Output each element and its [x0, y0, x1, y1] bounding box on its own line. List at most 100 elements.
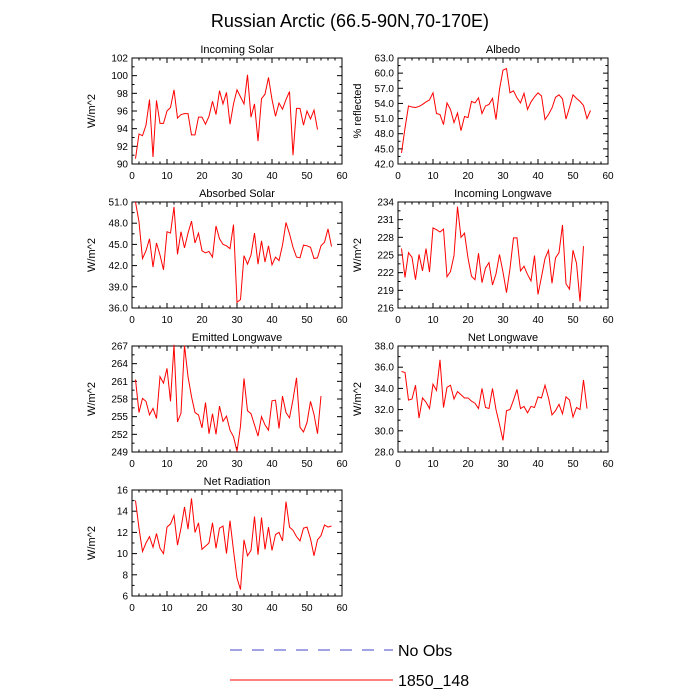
series-line-incoming-longwave [401, 206, 584, 302]
panel-title-net-longwave: Net Longwave [468, 332, 538, 344]
x-tick-label: 60 [336, 171, 348, 182]
x-tick-label: 60 [336, 603, 348, 614]
x-tick-label: 10 [161, 459, 173, 470]
y-tick-label: 225 [377, 251, 394, 262]
x-tick-label: 40 [266, 603, 278, 614]
panel-incoming-solar: Incoming Solar W/m^2 0 10 20 30 40 50 60 90 92 94 96… [86, 44, 348, 182]
y-tick-label: 51.0 [109, 198, 129, 209]
series-line-net-longwave [401, 359, 588, 441]
y-tick-label: 98 [117, 89, 129, 100]
x-tick-label: 0 [129, 603, 135, 614]
y-tick-label: 39.0 [109, 282, 129, 293]
x-tick-label: 40 [532, 459, 544, 470]
y-tick-label: 102 [111, 54, 128, 65]
y-tick-label: 28.0 [375, 448, 395, 459]
x-tick-label: 60 [602, 315, 614, 326]
x-tick-label: 60 [602, 459, 614, 470]
y-tick-label: 264 [111, 359, 128, 370]
x-tick-label: 0 [395, 315, 401, 326]
x-tick-label: 10 [161, 171, 173, 182]
x-tick-label: 30 [231, 315, 243, 326]
y-tick-label: 6 [122, 592, 128, 603]
panel-title-emitted-longwave: Emitted Longwave [192, 332, 283, 344]
x-tick-label: 50 [301, 603, 313, 614]
y-tick-label: 219 [377, 286, 394, 297]
x-tick-label: 10 [427, 315, 439, 326]
panel-title-incoming-longwave: Incoming Longwave [454, 188, 552, 200]
y-tick-label: 252 [111, 430, 128, 441]
x-tick-label: 20 [196, 315, 208, 326]
y-tick-label: 48.0 [375, 129, 395, 140]
x-tick-label: 40 [532, 315, 544, 326]
panel-frame [131, 57, 343, 165]
y-tick-label: 258 [111, 395, 128, 406]
y-tick-label: 57.0 [375, 84, 395, 95]
y-tick-label: 38.0 [375, 342, 395, 353]
y-tick-label: 63.0 [375, 54, 395, 65]
x-tick-label: 30 [231, 171, 243, 182]
figure-title: Russian Arctic (66.5-90N,70-170E) [211, 11, 489, 31]
x-tick-label: 30 [231, 459, 243, 470]
panel-absorbed-solar: Absorbed Solar W/m^2 0 10 20 30 40 50 60 36.0 39.0… [86, 188, 348, 326]
x-tick-label: 30 [231, 603, 243, 614]
x-tick-label: 10 [427, 459, 439, 470]
y-tick-label: 249 [111, 448, 128, 459]
x-tick-label: 10 [161, 603, 173, 614]
y-axis-label-net-radiation: W/m^2 [86, 526, 98, 560]
x-tick-label: 60 [336, 315, 348, 326]
x-tick-label: 50 [301, 315, 313, 326]
x-tick-label: 0 [395, 459, 401, 470]
x-tick-label: 0 [129, 315, 135, 326]
panel-net-longwave: Net Longwave W/m^2 0 10 20 30 40 50 60 28.0 30.0 32… [352, 332, 614, 470]
x-tick-label: 0 [129, 171, 135, 182]
y-tick-label: 8 [122, 570, 128, 581]
y-tick-label: 42.0 [375, 160, 395, 171]
panel-frame [131, 345, 343, 453]
y-tick-label: 92 [117, 142, 129, 153]
legend-label-1850-148: 1850_148 [398, 673, 469, 690]
y-tick-label: 231 [377, 215, 394, 226]
y-tick-label: 48.0 [109, 219, 129, 230]
y-axis-label-incoming-solar: W/m^2 [86, 94, 98, 128]
x-tick-label: 20 [196, 603, 208, 614]
panel-title-incoming-solar: Incoming Solar [200, 44, 274, 56]
y-tick-label: 228 [377, 233, 394, 244]
x-tick-label: 0 [129, 459, 135, 470]
x-tick-label: 0 [395, 171, 401, 182]
x-tick-label: 20 [196, 459, 208, 470]
y-tick-label: 60.0 [375, 69, 395, 80]
x-tick-label: 50 [301, 171, 313, 182]
y-tick-label: 234 [377, 198, 394, 209]
y-tick-label: 90 [117, 160, 129, 171]
series-line-net-radiation [135, 498, 332, 590]
y-tick-label: 42.0 [109, 261, 129, 272]
x-tick-label: 40 [266, 171, 278, 182]
x-tick-label: 40 [266, 315, 278, 326]
panel-albedo: Albedo % reflected 0 10 20 30 40 50 60 42.0 45.0 48… [352, 44, 614, 182]
x-tick-label: 40 [532, 171, 544, 182]
y-tick-label: 222 [377, 268, 394, 279]
y-axis-label-absorbed-solar: W/m^2 [86, 238, 98, 272]
y-tick-label: 30.0 [375, 426, 395, 437]
x-tick-label: 30 [497, 459, 509, 470]
y-tick-label: 12 [117, 528, 129, 539]
y-tick-label: 100 [111, 71, 128, 82]
x-tick-label: 50 [567, 315, 579, 326]
y-tick-label: 36.0 [109, 304, 129, 315]
panel-emitted-longwave: Emitted Longwave W/m^2 0 10 20 30 40 50 60 249 252… [86, 332, 348, 470]
y-tick-label: 32.0 [375, 405, 395, 416]
y-tick-label: 10 [117, 549, 129, 560]
y-tick-label: 94 [117, 124, 129, 135]
x-tick-label: 20 [462, 171, 474, 182]
x-tick-label: 50 [567, 459, 579, 470]
y-tick-label: 36.0 [375, 363, 395, 374]
series-line-incoming-solar [135, 74, 318, 159]
series-line-absorbed-solar [135, 201, 332, 304]
panel-title-net-radiation: Net Radiation [204, 476, 271, 488]
panel-frame [131, 489, 343, 597]
y-tick-label: 45.0 [375, 144, 395, 155]
y-tick-label: 34.0 [375, 384, 395, 395]
y-tick-label: 16 [117, 486, 129, 497]
y-tick-label: 216 [377, 304, 394, 315]
x-tick-label: 10 [161, 315, 173, 326]
